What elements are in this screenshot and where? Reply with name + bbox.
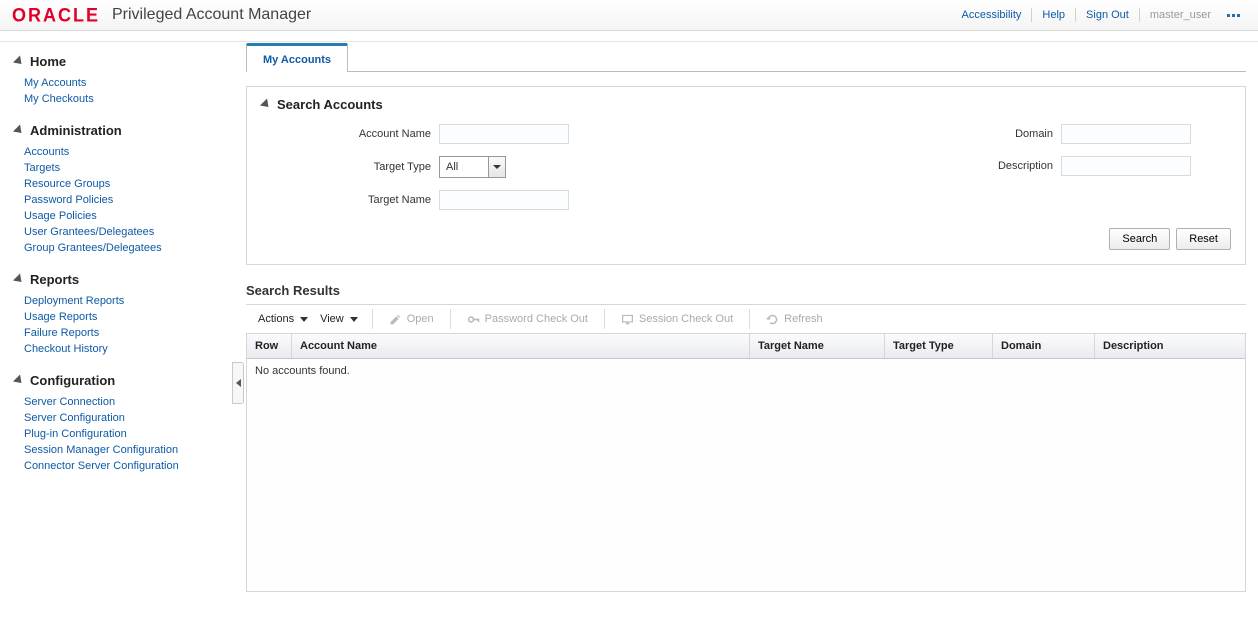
sidebar-item-session-manager-configuration[interactable]: Session Manager Configuration [24,444,178,456]
top-bar: ORACLE Privileged Account Manager Access… [0,0,1258,31]
toolbar-separator [604,309,605,329]
collapse-icon [13,124,25,136]
toolbar-separator [450,309,451,329]
open-button[interactable]: Open [383,311,440,328]
sidebar-item-server-connection[interactable]: Server Connection [24,396,115,408]
sidebar-item-connector-server-configuration[interactable]: Connector Server Configuration [24,460,179,472]
refresh-button[interactable]: Refresh [760,311,829,328]
actions-label: Actions [258,313,294,325]
sidebar-section-reports[interactable]: Reports [14,272,224,287]
target-type-value: All [440,157,488,177]
search-results-title: Search Results [246,283,1246,298]
sidebar-item-my-accounts[interactable]: My Accounts [24,77,86,89]
sidebar-item-password-policies[interactable]: Password Policies [24,194,113,206]
column-target-type[interactable]: Target Type [885,334,993,358]
refresh-icon [766,313,779,326]
sidebar-item-deployment-reports[interactable]: Deployment Reports [24,295,124,307]
view-menu[interactable]: View [316,311,362,327]
search-button[interactable]: Search [1109,228,1170,250]
accessibility-link[interactable]: Accessibility [952,8,1032,22]
toolbar-separator [749,309,750,329]
key-icon [467,313,480,326]
target-name-label: Target Name [321,194,431,206]
collapse-icon [260,98,272,110]
sidebar-section-title: Reports [30,272,79,287]
sidebar-section-configuration[interactable]: Configuration [14,373,224,388]
empty-results-message: No accounts found. [247,359,1245,591]
description-input[interactable] [1061,156,1191,176]
sidebar-item-usage-policies[interactable]: Usage Policies [24,210,97,222]
overflow-menu-icon[interactable] [1221,14,1246,17]
sign-out-link[interactable]: Sign Out [1075,8,1139,22]
sidebar-item-resource-groups[interactable]: Resource Groups [24,178,110,190]
sidebar-item-usage-reports[interactable]: Usage Reports [24,311,97,323]
column-domain[interactable]: Domain [993,334,1095,358]
sidebar-item-failure-reports[interactable]: Failure Reports [24,327,99,339]
search-panel: Search Accounts Account Name Target Type… [246,86,1246,265]
column-row[interactable]: Row [247,334,292,358]
target-type-label: Target Type [321,161,431,173]
account-name-label: Account Name [321,128,431,140]
account-name-input[interactable] [439,124,569,144]
main-content: My Accounts Search Accounts Account Name… [232,42,1258,622]
collapse-icon [13,55,25,67]
app-title: Privileged Account Manager [112,6,311,24]
collapse-icon [13,374,25,386]
column-description[interactable]: Description [1095,334,1245,358]
sidebar-item-checkout-history[interactable]: Checkout History [24,343,108,355]
sidebar: Home My Accounts My Checkouts Administra… [0,42,232,622]
password-checkout-button[interactable]: Password Check Out [461,311,594,328]
top-links: Accessibility Help Sign Out master_user [952,8,1246,22]
open-label: Open [407,313,434,325]
view-label: View [320,313,344,325]
caret-down-icon [298,313,308,325]
table-header: Row Account Name Target Name Target Type… [247,334,1245,359]
caret-down-icon [348,313,358,325]
sidebar-item-group-grantees[interactable]: Group Grantees/Delegatees [24,242,162,254]
tab-my-accounts[interactable]: My Accounts [246,43,348,72]
pencil-icon [389,313,402,326]
sidebar-item-user-grantees[interactable]: User Grantees/Delegatees [24,226,154,238]
username-label: master_user [1139,8,1221,22]
results-toolbar: Actions View Open Password Check Out Ses… [246,304,1246,334]
target-type-select[interactable]: All [439,156,506,178]
sidebar-collapse-handle[interactable] [232,362,244,404]
target-name-input[interactable] [439,190,569,210]
column-target-name[interactable]: Target Name [750,334,885,358]
sidebar-item-accounts[interactable]: Accounts [24,146,69,158]
sidebar-section-title: Configuration [30,373,115,388]
sidebar-item-targets[interactable]: Targets [24,162,60,174]
sidebar-item-server-configuration[interactable]: Server Configuration [24,412,125,424]
toolbar-separator [372,309,373,329]
tab-bar: My Accounts [246,42,1246,72]
session-checkout-button[interactable]: Session Check Out [615,311,739,328]
reset-button[interactable]: Reset [1176,228,1231,250]
oracle-logo: ORACLE [12,3,100,26]
refresh-label: Refresh [784,313,823,325]
sidebar-item-plugin-configuration[interactable]: Plug-in Configuration [24,428,127,440]
sidebar-section-home[interactable]: Home [14,54,224,69]
domain-input[interactable] [1061,124,1191,144]
domain-label: Domain [943,128,1053,140]
sidebar-section-administration[interactable]: Administration [14,123,224,138]
column-account-name[interactable]: Account Name [292,334,750,358]
chevron-down-icon [488,157,505,177]
description-label: Description [943,160,1053,172]
sidebar-section-title: Administration [30,123,122,138]
monitor-icon [621,313,634,326]
collapse-icon [13,273,25,285]
sidebar-section-title: Home [30,54,66,69]
password-checkout-label: Password Check Out [485,313,588,325]
search-panel-title: Search Accounts [277,97,383,112]
sidebar-item-my-checkouts[interactable]: My Checkouts [24,93,94,105]
help-link[interactable]: Help [1031,8,1075,22]
actions-menu[interactable]: Actions [254,311,312,327]
session-checkout-label: Session Check Out [639,313,733,325]
results-table: Row Account Name Target Name Target Type… [246,334,1246,592]
